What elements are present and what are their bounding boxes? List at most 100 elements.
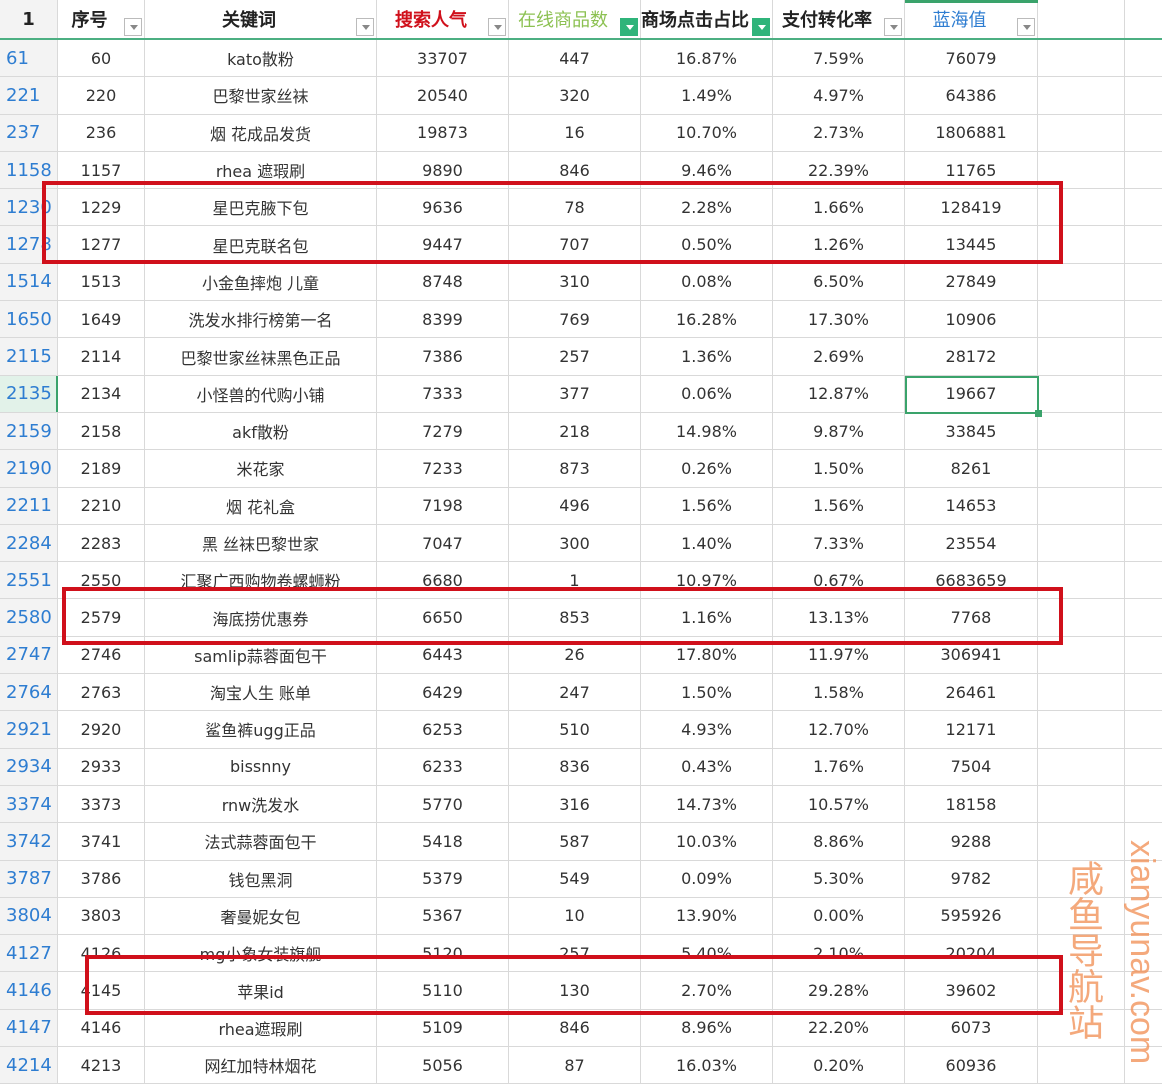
empty-cell[interactable] bbox=[1038, 636, 1125, 674]
click-share-cell[interactable]: 4.93% bbox=[641, 711, 773, 748]
online-items-cell[interactable]: 300 bbox=[509, 524, 641, 562]
search-popularity-cell[interactable]: 7279 bbox=[377, 412, 509, 450]
click-share-cell[interactable]: 1.16% bbox=[641, 599, 773, 636]
click-share-cell[interactable]: 0.06% bbox=[641, 375, 773, 412]
online-items-cell[interactable]: 769 bbox=[509, 301, 641, 338]
conversion-rate-cell[interactable]: 11.97% bbox=[773, 636, 905, 674]
blue-ocean-cell[interactable]: 64386 bbox=[905, 77, 1038, 114]
seq-cell[interactable]: 3803 bbox=[58, 897, 145, 935]
keyword-cell[interactable]: 黑 丝袜巴黎世家 bbox=[145, 524, 377, 562]
row-number[interactable]: 2284 bbox=[0, 524, 58, 562]
search-popularity-cell[interactable]: 20540 bbox=[377, 77, 509, 114]
empty-cell[interactable] bbox=[1038, 375, 1125, 412]
click-share-cell[interactable]: 10.03% bbox=[641, 823, 773, 860]
search-popularity-cell[interactable]: 6253 bbox=[377, 711, 509, 748]
search-popularity-cell[interactable]: 6233 bbox=[377, 748, 509, 785]
conversion-rate-cell[interactable]: 17.30% bbox=[773, 301, 905, 338]
empty-cell[interactable] bbox=[1125, 301, 1162, 337]
empty-cell[interactable] bbox=[1038, 338, 1125, 375]
empty-cell[interactable] bbox=[1038, 40, 1125, 77]
search-popularity-cell[interactable]: 6429 bbox=[377, 674, 509, 711]
empty-cell[interactable] bbox=[1038, 263, 1125, 301]
seq-cell[interactable]: 3786 bbox=[58, 860, 145, 897]
blue-ocean-cell[interactable]: 595926 bbox=[905, 897, 1038, 935]
keyword-cell[interactable]: 奢曼妮女包 bbox=[145, 897, 377, 935]
row-number[interactable]: 3374 bbox=[0, 785, 58, 823]
empty-cell[interactable] bbox=[1038, 972, 1125, 1009]
empty-cell[interactable] bbox=[1125, 599, 1162, 635]
seq-cell[interactable]: 2283 bbox=[58, 524, 145, 562]
conversion-rate-cell[interactable]: 2.69% bbox=[773, 338, 905, 375]
column-header-conversion-rate[interactable]: 支付转化率 bbox=[773, 0, 905, 38]
row-number[interactable]: 2764 bbox=[0, 674, 58, 711]
keyword-cell[interactable]: 淘宝人生 账单 bbox=[145, 674, 377, 711]
empty-column-header[interactable] bbox=[1038, 0, 1125, 38]
seq-cell[interactable]: 2746 bbox=[58, 636, 145, 674]
row-number[interactable]: 1230 bbox=[0, 189, 58, 226]
keyword-cell[interactable]: rhea 遮瑕刷 bbox=[145, 151, 377, 189]
conversion-rate-cell[interactable]: 29.28% bbox=[773, 972, 905, 1009]
conversion-rate-cell[interactable]: 1.56% bbox=[773, 487, 905, 524]
online-items-cell[interactable]: 1 bbox=[509, 562, 641, 599]
empty-cell[interactable] bbox=[1125, 40, 1162, 76]
click-share-cell[interactable]: 2.28% bbox=[641, 189, 773, 226]
search-popularity-cell[interactable]: 9447 bbox=[377, 226, 509, 263]
empty-cell[interactable] bbox=[1038, 823, 1125, 860]
empty-cell[interactable] bbox=[1038, 711, 1125, 748]
empty-cell[interactable] bbox=[1125, 786, 1162, 822]
seq-cell[interactable]: 60 bbox=[58, 40, 145, 77]
row-number[interactable]: 3787 bbox=[0, 860, 58, 897]
conversion-rate-cell[interactable]: 5.30% bbox=[773, 860, 905, 897]
keyword-cell[interactable]: 海底捞优惠券 bbox=[145, 599, 377, 636]
conversion-rate-cell[interactable]: 2.73% bbox=[773, 114, 905, 151]
blue-ocean-cell[interactable]: 1806881 bbox=[905, 114, 1038, 151]
empty-cell[interactable] bbox=[1038, 226, 1125, 263]
keyword-cell[interactable]: 烟 花礼盒 bbox=[145, 487, 377, 524]
seq-cell[interactable]: 2579 bbox=[58, 599, 145, 636]
click-share-cell[interactable]: 1.36% bbox=[641, 338, 773, 375]
conversion-rate-cell[interactable]: 10.57% bbox=[773, 785, 905, 823]
seq-cell[interactable]: 4145 bbox=[58, 972, 145, 1009]
blue-ocean-cell[interactable]: 39602 bbox=[905, 972, 1038, 1009]
filter-dropdown-icon[interactable] bbox=[884, 18, 902, 36]
empty-cell[interactable] bbox=[1125, 338, 1162, 374]
click-share-cell[interactable]: 16.87% bbox=[641, 40, 773, 77]
column-header-blue-ocean[interactable]: 蓝海值 bbox=[905, 0, 1038, 38]
row-number[interactable]: 2747 bbox=[0, 636, 58, 674]
empty-cell[interactable] bbox=[1038, 1009, 1125, 1047]
keyword-cell[interactable]: akf散粉 bbox=[145, 412, 377, 450]
click-share-cell[interactable]: 1.50% bbox=[641, 674, 773, 711]
conversion-rate-cell[interactable]: 22.39% bbox=[773, 151, 905, 189]
search-popularity-cell[interactable]: 19873 bbox=[377, 114, 509, 151]
empty-cell[interactable] bbox=[1038, 1047, 1125, 1084]
row-header-corner[interactable]: 1 bbox=[0, 0, 58, 38]
conversion-rate-cell[interactable]: 1.50% bbox=[773, 450, 905, 487]
click-share-cell[interactable]: 0.08% bbox=[641, 263, 773, 301]
search-popularity-cell[interactable]: 7047 bbox=[377, 524, 509, 562]
seq-cell[interactable]: 1229 bbox=[58, 189, 145, 226]
blue-ocean-cell[interactable]: 6683659 bbox=[905, 562, 1038, 599]
filter-dropdown-icon[interactable] bbox=[124, 18, 142, 36]
keyword-cell[interactable]: bissnny bbox=[145, 748, 377, 785]
search-popularity-cell[interactable]: 7386 bbox=[377, 338, 509, 375]
online-items-cell[interactable]: 846 bbox=[509, 1009, 641, 1047]
online-items-cell[interactable]: 130 bbox=[509, 972, 641, 1009]
keyword-cell[interactable]: kato散粉 bbox=[145, 40, 377, 77]
search-popularity-cell[interactable]: 9636 bbox=[377, 189, 509, 226]
online-items-cell[interactable]: 10 bbox=[509, 897, 641, 935]
seq-cell[interactable]: 3741 bbox=[58, 823, 145, 860]
conversion-rate-cell[interactable]: 7.33% bbox=[773, 524, 905, 562]
blue-ocean-cell[interactable]: 23554 bbox=[905, 524, 1038, 562]
blue-ocean-cell[interactable]: 9288 bbox=[905, 823, 1038, 860]
conversion-rate-cell[interactable]: 0.67% bbox=[773, 562, 905, 599]
conversion-rate-cell[interactable]: 7.59% bbox=[773, 40, 905, 77]
conversion-rate-cell[interactable]: 13.13% bbox=[773, 599, 905, 636]
online-items-cell[interactable]: 320 bbox=[509, 77, 641, 114]
empty-cell[interactable] bbox=[1038, 674, 1125, 711]
row-number[interactable]: 2934 bbox=[0, 748, 58, 785]
row-number[interactable]: 221 bbox=[0, 77, 58, 114]
conversion-rate-cell[interactable]: 12.70% bbox=[773, 711, 905, 748]
empty-cell[interactable] bbox=[1125, 152, 1162, 188]
click-share-cell[interactable]: 16.03% bbox=[641, 1047, 773, 1084]
filter-dropdown-icon[interactable] bbox=[1017, 18, 1035, 36]
